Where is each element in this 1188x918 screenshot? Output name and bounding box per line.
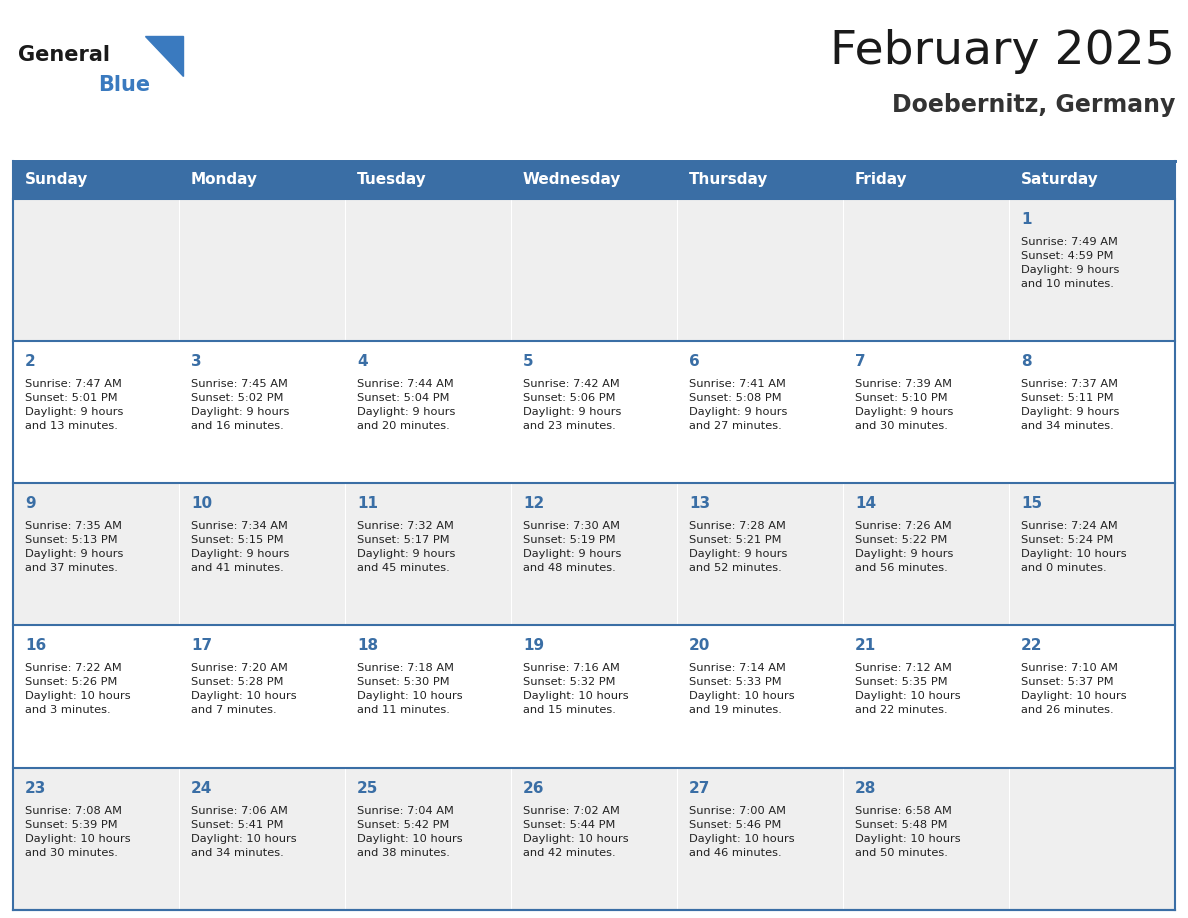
Text: Sunrise: 7:12 AM
Sunset: 5:35 PM
Daylight: 10 hours
and 22 minutes.: Sunrise: 7:12 AM Sunset: 5:35 PM Dayligh… <box>855 664 961 715</box>
Text: Sunrise: 7:42 AM
Sunset: 5:06 PM
Daylight: 9 hours
and 23 minutes.: Sunrise: 7:42 AM Sunset: 5:06 PM Dayligh… <box>523 379 621 431</box>
Text: 13: 13 <box>689 497 710 511</box>
Text: 1: 1 <box>1020 212 1031 227</box>
Text: Sunrise: 7:02 AM
Sunset: 5:44 PM
Daylight: 10 hours
and 42 minutes.: Sunrise: 7:02 AM Sunset: 5:44 PM Dayligh… <box>523 806 628 857</box>
Text: 3: 3 <box>191 354 202 369</box>
Text: 2: 2 <box>25 354 36 369</box>
Bar <box>13 341 1175 483</box>
Text: 25: 25 <box>358 780 378 796</box>
Text: Friday: Friday <box>855 173 908 187</box>
Bar <box>13 767 1175 910</box>
Text: 17: 17 <box>191 638 213 654</box>
Text: Doebernitz, Germany: Doebernitz, Germany <box>892 93 1175 117</box>
Text: Sunrise: 6:58 AM
Sunset: 5:48 PM
Daylight: 10 hours
and 50 minutes.: Sunrise: 6:58 AM Sunset: 5:48 PM Dayligh… <box>855 806 961 857</box>
Text: 5: 5 <box>523 354 533 369</box>
Text: Sunrise: 7:26 AM
Sunset: 5:22 PM
Daylight: 9 hours
and 56 minutes.: Sunrise: 7:26 AM Sunset: 5:22 PM Dayligh… <box>855 521 954 573</box>
Text: Thursday: Thursday <box>689 173 769 187</box>
Bar <box>13 483 1175 625</box>
Text: 28: 28 <box>855 780 877 796</box>
Text: Tuesday: Tuesday <box>358 173 426 187</box>
Text: Sunrise: 7:41 AM
Sunset: 5:08 PM
Daylight: 9 hours
and 27 minutes.: Sunrise: 7:41 AM Sunset: 5:08 PM Dayligh… <box>689 379 788 431</box>
Text: Sunrise: 7:34 AM
Sunset: 5:15 PM
Daylight: 9 hours
and 41 minutes.: Sunrise: 7:34 AM Sunset: 5:15 PM Dayligh… <box>191 521 290 573</box>
Text: 12: 12 <box>523 497 544 511</box>
Text: Sunrise: 7:49 AM
Sunset: 4:59 PM
Daylight: 9 hours
and 10 minutes.: Sunrise: 7:49 AM Sunset: 4:59 PM Dayligh… <box>1020 237 1119 288</box>
Text: Sunrise: 7:32 AM
Sunset: 5:17 PM
Daylight: 9 hours
and 45 minutes.: Sunrise: 7:32 AM Sunset: 5:17 PM Dayligh… <box>358 521 455 573</box>
Text: Blue: Blue <box>97 75 150 95</box>
Text: 14: 14 <box>855 497 876 511</box>
Text: Sunrise: 7:44 AM
Sunset: 5:04 PM
Daylight: 9 hours
and 20 minutes.: Sunrise: 7:44 AM Sunset: 5:04 PM Dayligh… <box>358 379 455 431</box>
Text: Sunrise: 7:06 AM
Sunset: 5:41 PM
Daylight: 10 hours
and 34 minutes.: Sunrise: 7:06 AM Sunset: 5:41 PM Dayligh… <box>191 806 297 857</box>
Bar <box>13 198 1175 341</box>
Text: Monday: Monday <box>191 173 258 187</box>
Bar <box>13 161 1175 198</box>
Text: Sunday: Sunday <box>25 173 88 187</box>
Text: Sunrise: 7:08 AM
Sunset: 5:39 PM
Daylight: 10 hours
and 30 minutes.: Sunrise: 7:08 AM Sunset: 5:39 PM Dayligh… <box>25 806 131 857</box>
Text: 24: 24 <box>191 780 213 796</box>
Text: Sunrise: 7:14 AM
Sunset: 5:33 PM
Daylight: 10 hours
and 19 minutes.: Sunrise: 7:14 AM Sunset: 5:33 PM Dayligh… <box>689 664 795 715</box>
Text: 21: 21 <box>855 638 877 654</box>
Text: Wednesday: Wednesday <box>523 173 621 187</box>
Text: February 2025: February 2025 <box>830 29 1175 74</box>
Polygon shape <box>145 36 183 76</box>
Text: 15: 15 <box>1020 497 1042 511</box>
Text: 18: 18 <box>358 638 378 654</box>
Text: 11: 11 <box>358 497 378 511</box>
Text: 20: 20 <box>689 638 710 654</box>
Text: 7: 7 <box>855 354 866 369</box>
Text: Sunrise: 7:28 AM
Sunset: 5:21 PM
Daylight: 9 hours
and 52 minutes.: Sunrise: 7:28 AM Sunset: 5:21 PM Dayligh… <box>689 521 788 573</box>
Bar <box>13 625 1175 767</box>
Text: 6: 6 <box>689 354 700 369</box>
Text: 8: 8 <box>1020 354 1031 369</box>
Text: Sunrise: 7:35 AM
Sunset: 5:13 PM
Daylight: 9 hours
and 37 minutes.: Sunrise: 7:35 AM Sunset: 5:13 PM Dayligh… <box>25 521 124 573</box>
Text: Sunrise: 7:00 AM
Sunset: 5:46 PM
Daylight: 10 hours
and 46 minutes.: Sunrise: 7:00 AM Sunset: 5:46 PM Dayligh… <box>689 806 795 857</box>
Text: Sunrise: 7:24 AM
Sunset: 5:24 PM
Daylight: 10 hours
and 0 minutes.: Sunrise: 7:24 AM Sunset: 5:24 PM Dayligh… <box>1020 521 1126 573</box>
Text: 16: 16 <box>25 638 46 654</box>
Text: General: General <box>18 45 110 65</box>
Text: 23: 23 <box>25 780 46 796</box>
Text: Saturday: Saturday <box>1020 173 1099 187</box>
Text: 26: 26 <box>523 780 544 796</box>
Text: 10: 10 <box>191 497 213 511</box>
Text: Sunrise: 7:45 AM
Sunset: 5:02 PM
Daylight: 9 hours
and 16 minutes.: Sunrise: 7:45 AM Sunset: 5:02 PM Dayligh… <box>191 379 290 431</box>
Text: 22: 22 <box>1020 638 1043 654</box>
Text: Sunrise: 7:04 AM
Sunset: 5:42 PM
Daylight: 10 hours
and 38 minutes.: Sunrise: 7:04 AM Sunset: 5:42 PM Dayligh… <box>358 806 462 857</box>
Text: Sunrise: 7:22 AM
Sunset: 5:26 PM
Daylight: 10 hours
and 3 minutes.: Sunrise: 7:22 AM Sunset: 5:26 PM Dayligh… <box>25 664 131 715</box>
Text: Sunrise: 7:10 AM
Sunset: 5:37 PM
Daylight: 10 hours
and 26 minutes.: Sunrise: 7:10 AM Sunset: 5:37 PM Dayligh… <box>1020 664 1126 715</box>
Text: Sunrise: 7:18 AM
Sunset: 5:30 PM
Daylight: 10 hours
and 11 minutes.: Sunrise: 7:18 AM Sunset: 5:30 PM Dayligh… <box>358 664 462 715</box>
Text: 27: 27 <box>689 780 710 796</box>
Text: Sunrise: 7:16 AM
Sunset: 5:32 PM
Daylight: 10 hours
and 15 minutes.: Sunrise: 7:16 AM Sunset: 5:32 PM Dayligh… <box>523 664 628 715</box>
Text: 4: 4 <box>358 354 367 369</box>
Text: 9: 9 <box>25 497 36 511</box>
Text: Sunrise: 7:37 AM
Sunset: 5:11 PM
Daylight: 9 hours
and 34 minutes.: Sunrise: 7:37 AM Sunset: 5:11 PM Dayligh… <box>1020 379 1119 431</box>
Text: Sunrise: 7:20 AM
Sunset: 5:28 PM
Daylight: 10 hours
and 7 minutes.: Sunrise: 7:20 AM Sunset: 5:28 PM Dayligh… <box>191 664 297 715</box>
Text: Sunrise: 7:30 AM
Sunset: 5:19 PM
Daylight: 9 hours
and 48 minutes.: Sunrise: 7:30 AM Sunset: 5:19 PM Dayligh… <box>523 521 621 573</box>
Text: 19: 19 <box>523 638 544 654</box>
Text: Sunrise: 7:47 AM
Sunset: 5:01 PM
Daylight: 9 hours
and 13 minutes.: Sunrise: 7:47 AM Sunset: 5:01 PM Dayligh… <box>25 379 124 431</box>
Text: Sunrise: 7:39 AM
Sunset: 5:10 PM
Daylight: 9 hours
and 30 minutes.: Sunrise: 7:39 AM Sunset: 5:10 PM Dayligh… <box>855 379 954 431</box>
